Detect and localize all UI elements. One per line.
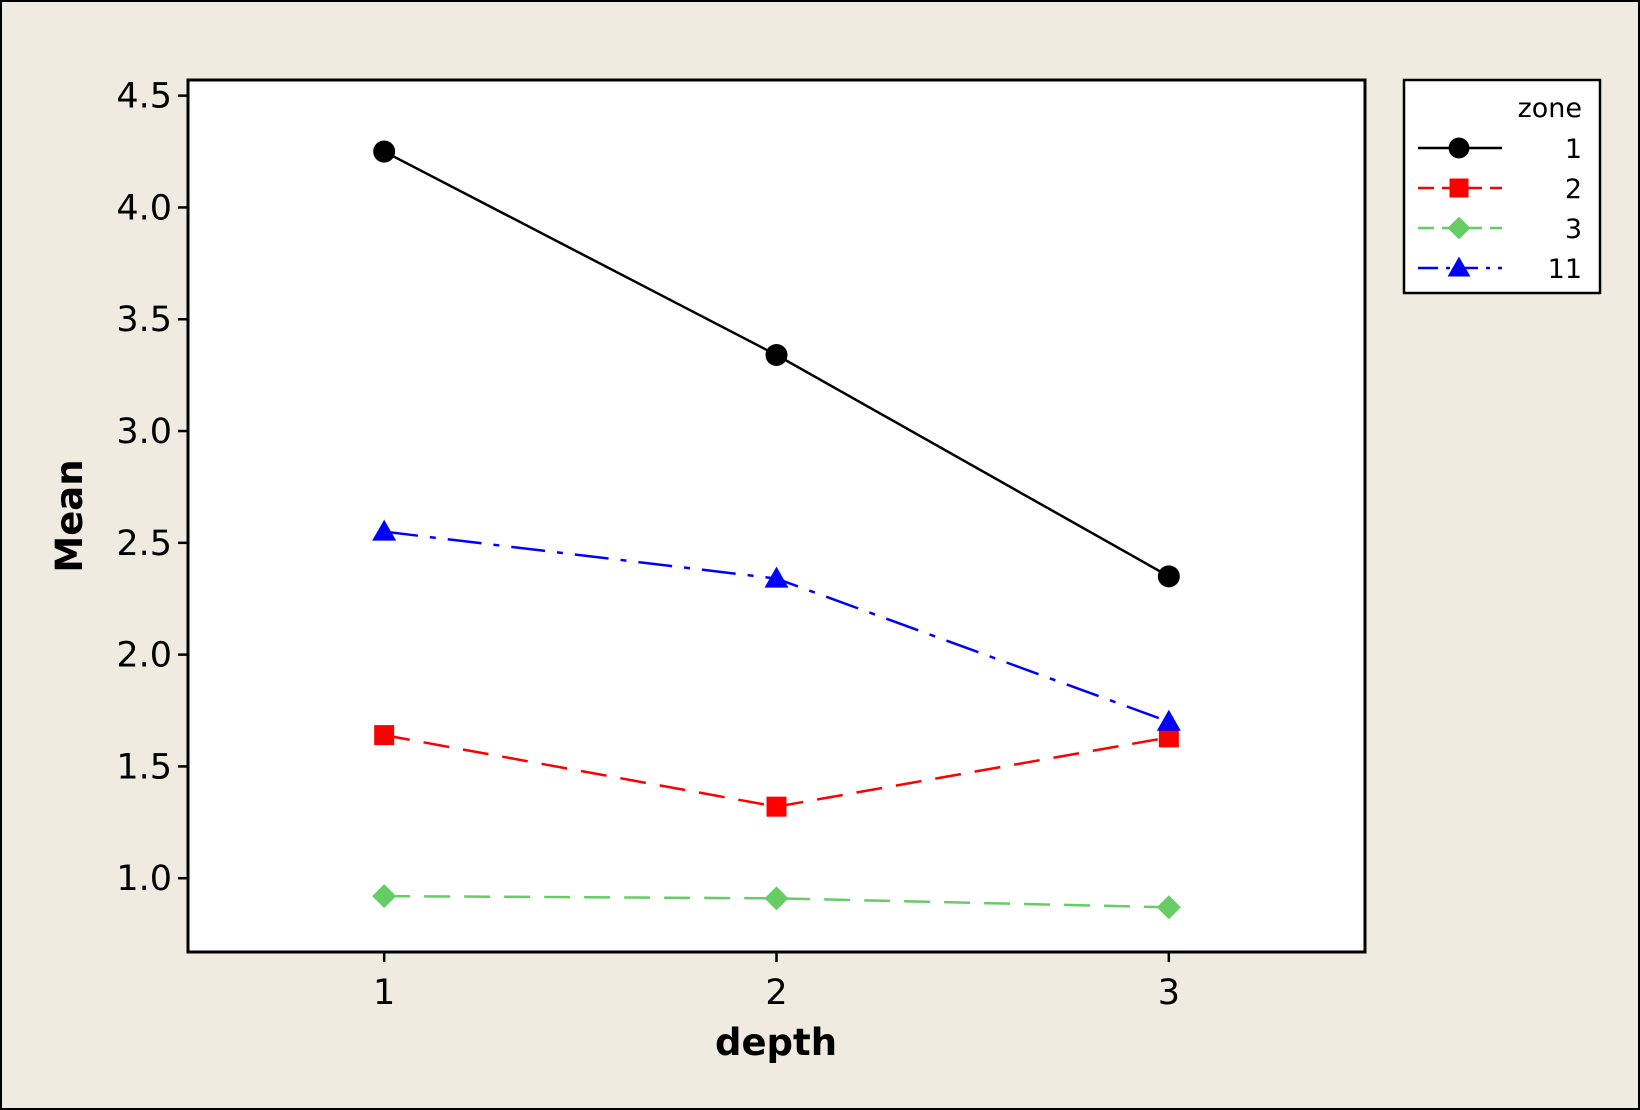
y-tick-label: 4.0 [116,188,172,228]
y-tick-label: 3.0 [116,412,172,452]
data-point-zone-1 [765,344,788,367]
x-axis: 1 2 3 [373,952,1180,1013]
data-point-zone-1 [1157,565,1180,588]
x-tick-label: 3 [1158,973,1180,1013]
data-point-zone-2 [1158,727,1179,748]
data-point-zone-11 [372,519,397,541]
data-point-zone-2 [374,725,395,746]
legend-box [1402,78,1602,295]
x-axis-title: depth [715,1021,837,1064]
series-line-zone-2 [383,733,1170,808]
legend-label-zone-3: 3 [1565,214,1582,245]
y-tick-label: 2.5 [116,524,172,564]
legend-marker-zone-2 [1449,178,1469,198]
data-point-zone-3 [372,884,397,909]
y-tick-label: 1.0 [116,859,172,899]
x-tick-label: 1 [373,973,395,1013]
data-point-zone-1 [373,140,396,163]
data-point-zone-11 [1156,709,1181,731]
data-point-zone-2 [766,796,787,817]
data-point-zone-3 [764,886,789,911]
legend-marker-zone-3 [1447,216,1471,240]
legend-items: 1 2 3 11 [1418,134,1582,285]
plot-area [186,78,1367,954]
legend-marker-zone-1 [1448,137,1470,159]
data-point-zone-11 [764,566,789,588]
series-line-zone-3 [384,894,1169,909]
legend-label-zone-2: 2 [1565,174,1582,205]
y-tick-label: 2.0 [116,636,172,676]
legend: zone 1 2 3 11 [1402,78,1602,295]
x-tick-label: 2 [765,973,787,1013]
legend-label-zone-1: 1 [1565,134,1582,165]
y-axis: 1.0 1.5 2.0 2.5 3.0 3.5 4.0 4.5 [116,77,188,899]
y-tick-label: 4.5 [116,77,172,117]
legend-marker-zone-11 [1447,256,1471,277]
legend-label-zone-11: 11 [1548,254,1582,285]
y-axis-title: Mean [48,459,91,572]
legend-title: zone [1518,93,1582,124]
data-point-zone-3 [1156,895,1181,920]
series-markers [372,140,1181,920]
y-tick-label: 1.5 [116,747,172,787]
y-tick-label: 3.5 [116,300,172,340]
